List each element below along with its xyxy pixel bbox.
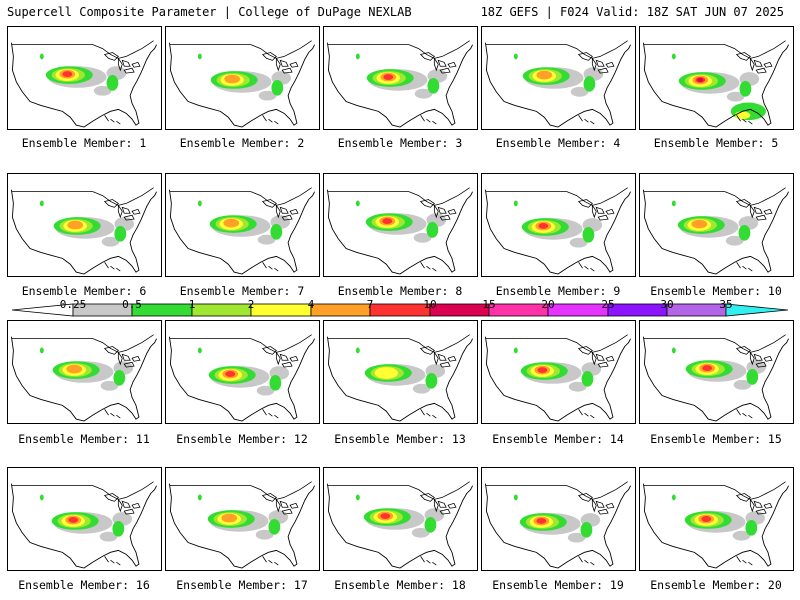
colorbar-tick-35: 35 [719, 298, 733, 311]
panel-label-14: Ensemble Member: 14 [492, 432, 624, 446]
map-us-18 [326, 481, 473, 569]
panel-label-16: Ensemble Member: 16 [18, 578, 150, 592]
panel-label-18: Ensemble Member: 18 [334, 578, 466, 592]
map-us-12 [168, 334, 315, 422]
ensemble-panel-1 [7, 26, 162, 130]
panel-label-3: Ensemble Member: 3 [337, 136, 463, 150]
map-us-6 [10, 187, 157, 275]
colorbar-tick-25: 25 [601, 298, 615, 311]
map-us-4 [484, 40, 631, 128]
panel-label-20: Ensemble Member: 20 [650, 578, 782, 592]
colorbar-tick-2: 2 [247, 298, 255, 311]
ensemble-panel-10 [639, 173, 794, 277]
panel-label-5: Ensemble Member: 5 [653, 136, 779, 150]
ensemble-panel-17 [165, 467, 320, 571]
ensemble-panel-3 [323, 26, 478, 130]
panel-label-10: Ensemble Member: 10 [650, 284, 782, 298]
colorbar-tick-20: 20 [541, 298, 555, 311]
map-us-5 [642, 40, 789, 128]
ensemble-panel-5 [639, 26, 794, 130]
ensemble-panel-9 [481, 173, 636, 277]
ensemble-panel-4 [481, 26, 636, 130]
map-us-20 [642, 481, 789, 569]
map-us-10 [642, 187, 789, 275]
panel-label-1: Ensemble Member: 1 [21, 136, 147, 150]
map-us-2 [168, 40, 315, 128]
panel-label-4: Ensemble Member: 4 [495, 136, 621, 150]
ensemble-panel-14 [481, 320, 636, 424]
colorbar-above-max-arrow [725, 303, 788, 317]
colorbar-tick-0.5: 0.5 [122, 298, 142, 311]
map-us-7 [168, 187, 315, 275]
map-us-17 [168, 481, 315, 569]
map-us-3 [326, 40, 473, 128]
panel-label-19: Ensemble Member: 19 [492, 578, 624, 592]
model-run-info: 18Z GEFS | F024 Valid: 18Z SAT JUN 07 20… [480, 5, 784, 19]
map-us-13 [326, 334, 473, 422]
map-us-11 [10, 334, 157, 422]
ensemble-panel-19 [481, 467, 636, 571]
ensemble-panel-16 [7, 467, 162, 571]
ensemble-panel-11 [7, 320, 162, 424]
colorbar-swatch-4 [310, 303, 371, 317]
panel-label-6: Ensemble Member: 6 [21, 284, 147, 298]
ensemble-panel-2 [165, 26, 320, 130]
colorbar-tick-7: 7 [366, 298, 374, 311]
ensemble-panel-8 [323, 173, 478, 277]
map-us-8 [326, 187, 473, 275]
colorbar-tick-15: 15 [482, 298, 496, 311]
colorbar-tick-1: 1 [188, 298, 196, 311]
map-us-1 [10, 40, 157, 128]
colorbar-tick-30: 30 [660, 298, 674, 311]
colorbar-swatch-20 [547, 303, 609, 317]
panel-label-9: Ensemble Member: 9 [495, 284, 621, 298]
map-us-9 [484, 187, 631, 275]
ensemble-panel-20 [639, 467, 794, 571]
panel-label-12: Ensemble Member: 12 [176, 432, 308, 446]
ensemble-panel-13 [323, 320, 478, 424]
ensemble-panel-18 [323, 467, 478, 571]
ensemble-panel-7 [165, 173, 320, 277]
map-us-15 [642, 334, 789, 422]
panel-label-17: Ensemble Member: 17 [176, 578, 308, 592]
panel-label-2: Ensemble Member: 2 [179, 136, 305, 150]
colorbar-swatch-1 [191, 303, 252, 317]
panel-label-7: Ensemble Member: 7 [179, 284, 305, 298]
colorbar-swatch-2 [250, 303, 312, 317]
panel-label-8: Ensemble Member: 8 [337, 284, 463, 298]
colorbar-tick-10: 10 [423, 298, 437, 311]
ensemble-panel-15 [639, 320, 794, 424]
panel-label-15: Ensemble Member: 15 [650, 432, 782, 446]
colorbar-swatch-7 [369, 303, 431, 317]
colorbar-legend [12, 303, 788, 317]
colorbar-swatch-10 [429, 303, 490, 317]
panel-label-11: Ensemble Member: 11 [18, 432, 150, 446]
map-us-19 [484, 481, 631, 569]
page-title: Supercell Composite Parameter | College … [7, 5, 412, 19]
colorbar-swatch-25 [607, 303, 668, 317]
colorbar-swatch-15 [488, 303, 549, 317]
colorbar-tick-0.25: 0.25 [59, 298, 87, 311]
map-us-14 [484, 334, 631, 422]
map-us-16 [10, 481, 157, 569]
panel-label-13: Ensemble Member: 13 [334, 432, 466, 446]
colorbar-tick-4: 4 [307, 298, 315, 311]
ensemble-panel-6 [7, 173, 162, 277]
ensemble-panel-12 [165, 320, 320, 424]
colorbar-swatch-30 [666, 303, 727, 317]
